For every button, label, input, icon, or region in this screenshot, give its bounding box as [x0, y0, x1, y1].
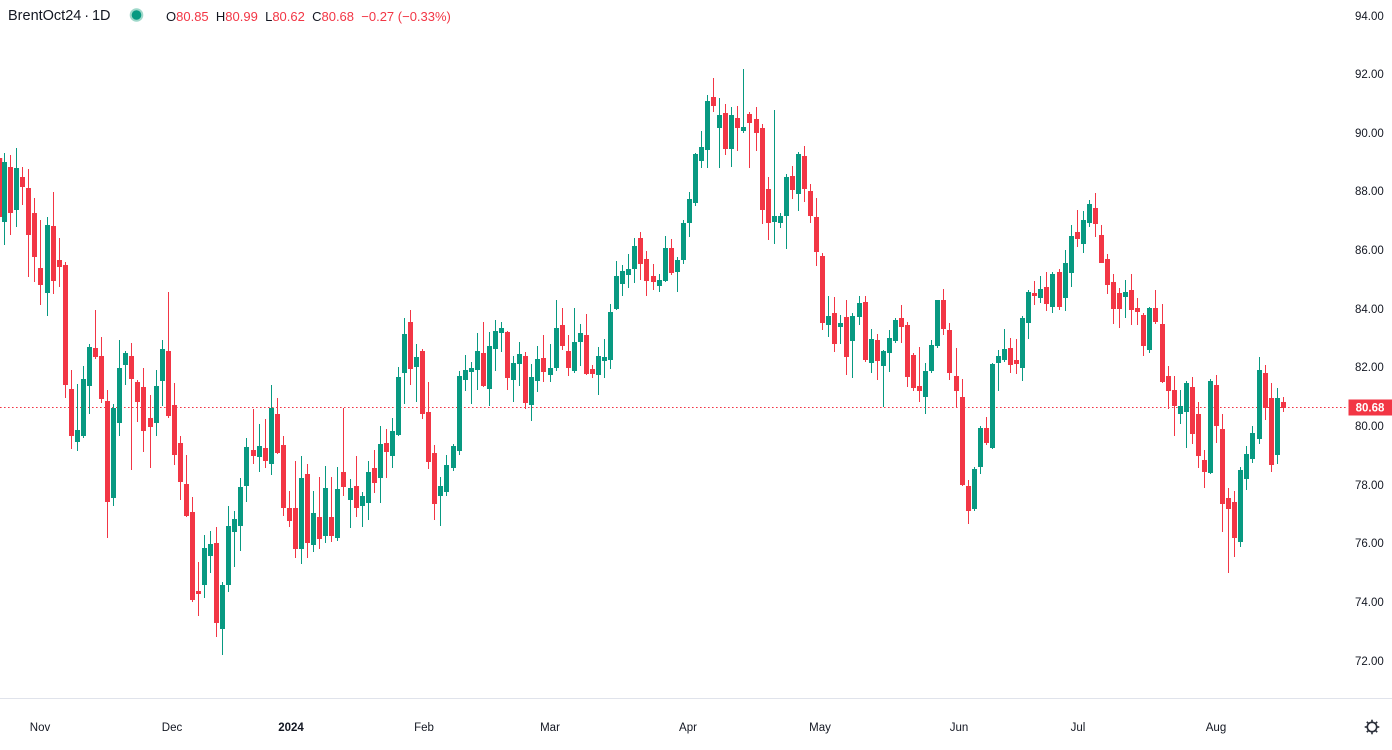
svg-text:80.68: 80.68 [1356, 403, 1385, 415]
